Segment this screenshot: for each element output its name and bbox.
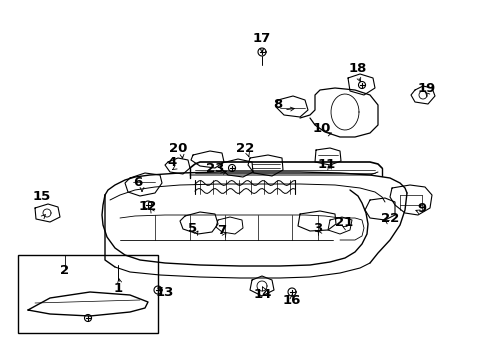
Text: 22: 22 (235, 141, 254, 154)
Text: 9: 9 (417, 202, 426, 215)
Text: 1: 1 (113, 282, 122, 294)
Text: 2: 2 (61, 264, 69, 276)
Text: 3: 3 (313, 221, 322, 234)
Text: 20: 20 (168, 141, 187, 154)
Text: 6: 6 (133, 175, 142, 189)
Text: 11: 11 (317, 158, 335, 171)
Text: 16: 16 (282, 293, 301, 306)
Text: 8: 8 (273, 99, 282, 112)
Text: 18: 18 (348, 62, 366, 75)
Bar (18, 255, 158, 333)
Text: 4: 4 (167, 156, 176, 168)
Text: 10: 10 (312, 122, 330, 135)
Text: 15: 15 (33, 190, 51, 203)
Text: 7: 7 (217, 224, 226, 237)
Text: 21: 21 (334, 216, 352, 229)
Text: 14: 14 (253, 288, 272, 301)
Text: 23: 23 (205, 162, 224, 175)
Text: 12: 12 (139, 201, 157, 213)
Text: 13: 13 (156, 285, 174, 298)
Text: 5: 5 (188, 221, 197, 234)
Text: 17: 17 (252, 31, 270, 45)
Text: 19: 19 (417, 81, 435, 94)
Text: 22: 22 (380, 211, 398, 225)
